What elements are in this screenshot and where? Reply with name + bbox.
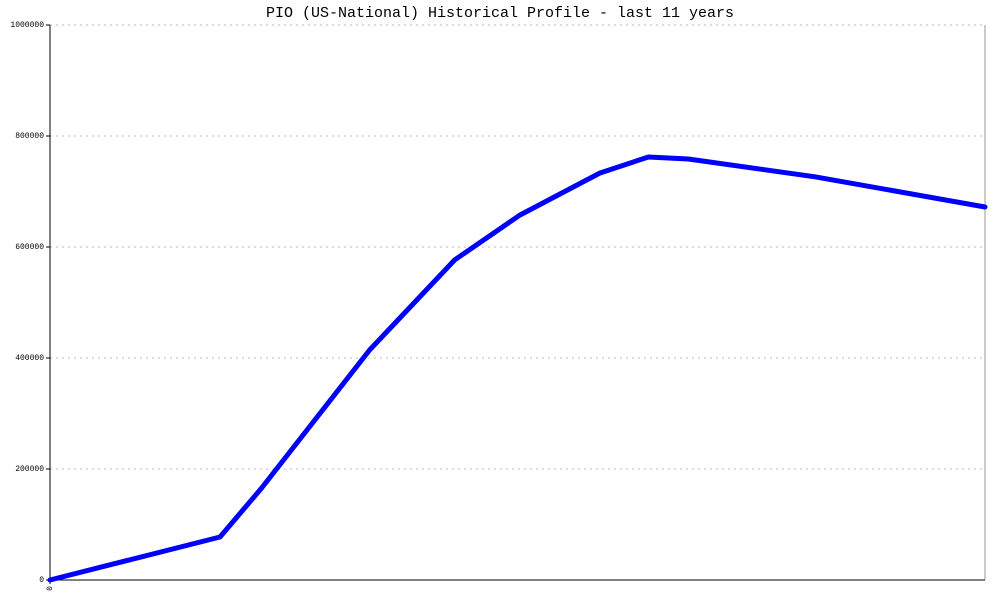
y-tick-label: 400000 <box>15 354 44 363</box>
line <box>47 154 988 583</box>
y-tick-label: 800000 <box>15 132 44 141</box>
chart-title: PIO (US-National) Historical Profile - l… <box>266 5 734 22</box>
y-tick-label: 0 <box>39 576 44 585</box>
y-tick-label: 600000 <box>15 243 44 252</box>
y-tick-label: 200000 <box>15 465 44 474</box>
y-tick-label: 1000000 <box>10 21 44 30</box>
x-tick-label: 0 <box>46 586 55 591</box>
